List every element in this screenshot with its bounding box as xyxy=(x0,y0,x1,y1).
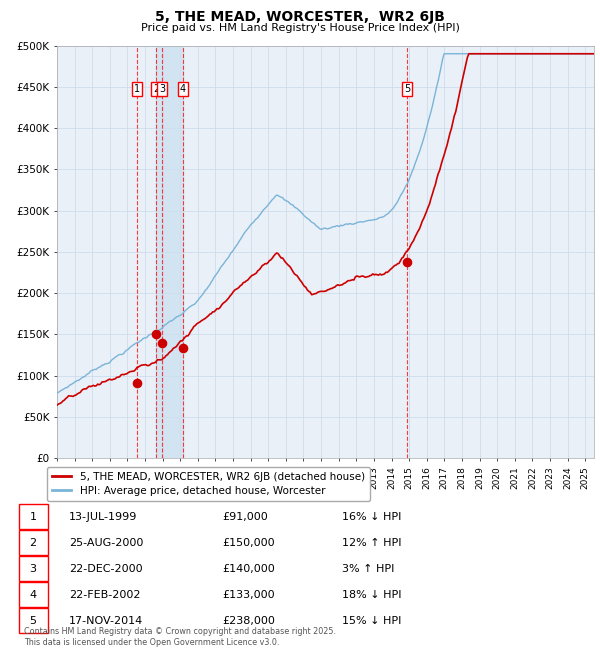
Text: 3: 3 xyxy=(159,84,166,94)
Point xyxy=(178,343,188,354)
Text: 5: 5 xyxy=(404,84,410,94)
Text: 22-DEC-2000: 22-DEC-2000 xyxy=(69,564,143,574)
Text: 1: 1 xyxy=(134,84,140,94)
Text: £140,000: £140,000 xyxy=(222,564,275,574)
Text: 3% ↑ HPI: 3% ↑ HPI xyxy=(342,564,394,574)
Text: £238,000: £238,000 xyxy=(222,616,275,626)
Legend: 5, THE MEAD, WORCESTER, WR2 6JB (detached house), HPI: Average price, detached h: 5, THE MEAD, WORCESTER, WR2 6JB (detache… xyxy=(47,467,370,500)
Text: Contains HM Land Registry data © Crown copyright and database right 2025.
This d: Contains HM Land Registry data © Crown c… xyxy=(24,627,336,647)
Text: £150,000: £150,000 xyxy=(222,538,275,548)
Point xyxy=(152,329,161,339)
Text: 4: 4 xyxy=(179,84,186,94)
Point xyxy=(402,257,412,267)
Text: £133,000: £133,000 xyxy=(222,590,275,600)
Text: 17-NOV-2014: 17-NOV-2014 xyxy=(69,616,143,626)
Text: 3: 3 xyxy=(29,564,37,574)
Text: 15% ↓ HPI: 15% ↓ HPI xyxy=(342,616,401,626)
Text: 4: 4 xyxy=(29,590,37,600)
Text: 16% ↓ HPI: 16% ↓ HPI xyxy=(342,512,401,522)
Text: 5, THE MEAD, WORCESTER,  WR2 6JB: 5, THE MEAD, WORCESTER, WR2 6JB xyxy=(155,10,445,24)
Text: £91,000: £91,000 xyxy=(222,512,268,522)
Text: 12% ↑ HPI: 12% ↑ HPI xyxy=(342,538,401,548)
Point xyxy=(132,378,142,388)
Text: 2: 2 xyxy=(154,84,160,94)
Text: 13-JUL-1999: 13-JUL-1999 xyxy=(69,512,137,522)
Point xyxy=(157,337,167,348)
Bar xyxy=(157,46,183,458)
Text: 2: 2 xyxy=(29,538,37,548)
Text: 18% ↓ HPI: 18% ↓ HPI xyxy=(342,590,401,600)
Text: Price paid vs. HM Land Registry's House Price Index (HPI): Price paid vs. HM Land Registry's House … xyxy=(140,23,460,32)
Text: 25-AUG-2000: 25-AUG-2000 xyxy=(69,538,143,548)
Text: 1: 1 xyxy=(29,512,37,522)
Text: 5: 5 xyxy=(29,616,37,626)
Text: 22-FEB-2002: 22-FEB-2002 xyxy=(69,590,140,600)
